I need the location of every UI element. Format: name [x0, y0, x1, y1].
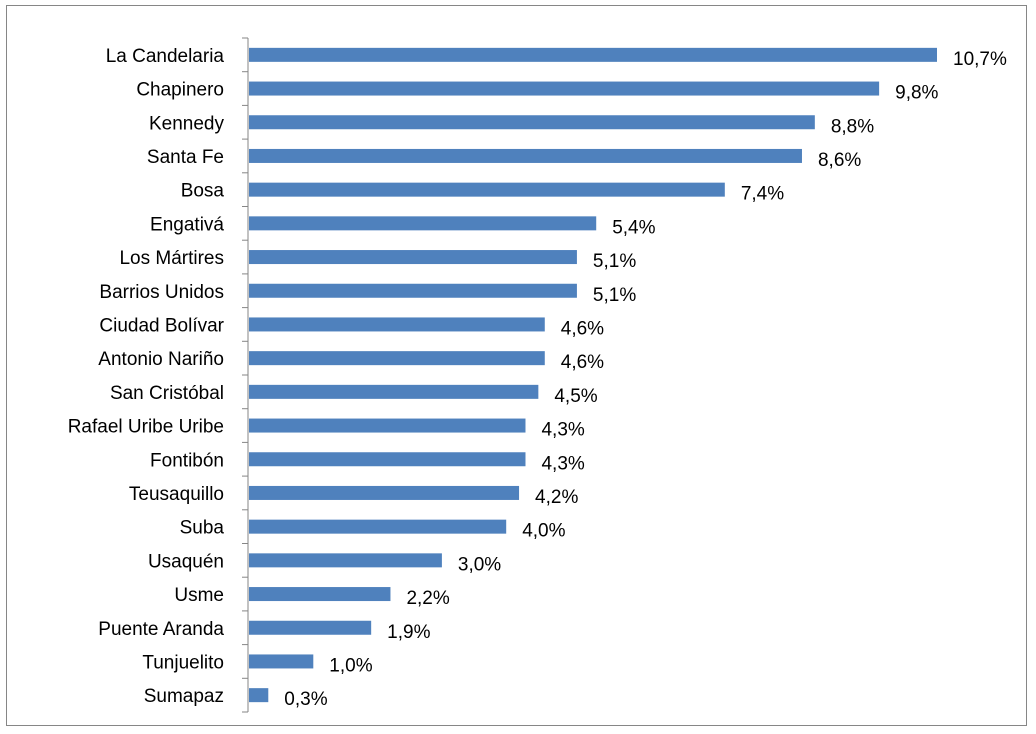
category-label: Usme — [174, 585, 224, 606]
category-label: Fontibón — [150, 450, 224, 471]
bar — [249, 47, 937, 62]
data-label: 4,3% — [541, 420, 584, 441]
category-label: Usaquén — [148, 551, 224, 572]
category-label: La Candelaria — [106, 46, 225, 67]
category-label: San Cristóbal — [110, 383, 224, 404]
category-label: Sumapaz — [144, 686, 224, 707]
category-label: Bosa — [181, 181, 225, 202]
bar — [249, 587, 391, 602]
bar — [249, 250, 577, 265]
category-label: Rafael Uribe Uribe — [68, 417, 224, 438]
data-label: 8,8% — [831, 116, 874, 137]
data-label: 7,4% — [741, 184, 784, 205]
data-label: 1,0% — [329, 655, 372, 676]
data-label: 4,2% — [535, 487, 578, 508]
bar — [249, 81, 880, 96]
bar — [249, 519, 507, 534]
category-label: Teusaquillo — [129, 484, 224, 505]
category-label: Puente Aranda — [98, 619, 224, 640]
category-label: Antonio Nariño — [98, 349, 224, 370]
bar — [249, 688, 269, 703]
bar — [249, 351, 545, 366]
category-label: Engativá — [150, 214, 224, 235]
data-label: 1,9% — [387, 622, 430, 643]
data-label: 3,0% — [458, 554, 501, 575]
bar — [249, 148, 802, 163]
bar — [249, 654, 314, 669]
category-label: Suba — [180, 518, 225, 539]
category-label: Tunjuelito — [142, 652, 224, 673]
bar — [249, 182, 725, 197]
data-label: 4,0% — [522, 521, 565, 542]
bar — [249, 317, 545, 332]
category-label: Los Mártires — [119, 248, 224, 269]
bar — [249, 216, 597, 231]
bar — [249, 620, 372, 635]
data-label: 8,6% — [818, 150, 861, 171]
category-label: Ciudad Bolívar — [99, 315, 224, 336]
data-label: 5,4% — [612, 217, 655, 238]
category-label: Santa Fe — [147, 147, 224, 168]
bar — [249, 283, 577, 298]
bar — [249, 553, 442, 568]
bar — [249, 384, 539, 399]
data-label: 9,8% — [895, 83, 938, 104]
data-label: 0,3% — [284, 689, 327, 710]
category-label: Chapinero — [136, 80, 224, 101]
category-label: Barrios Unidos — [99, 282, 224, 303]
bar — [249, 485, 520, 500]
bar — [249, 452, 526, 467]
data-label: 5,1% — [593, 251, 636, 272]
data-label: 4,5% — [554, 386, 597, 407]
data-label: 4,6% — [561, 352, 604, 373]
bar — [249, 115, 815, 130]
data-label: 10,7% — [953, 49, 1007, 70]
bar — [249, 418, 526, 433]
data-label: 4,3% — [541, 453, 584, 474]
data-label: 4,6% — [561, 318, 604, 339]
category-label: Kennedy — [149, 113, 225, 134]
data-label: 2,2% — [406, 588, 449, 609]
data-label: 5,1% — [593, 285, 636, 306]
